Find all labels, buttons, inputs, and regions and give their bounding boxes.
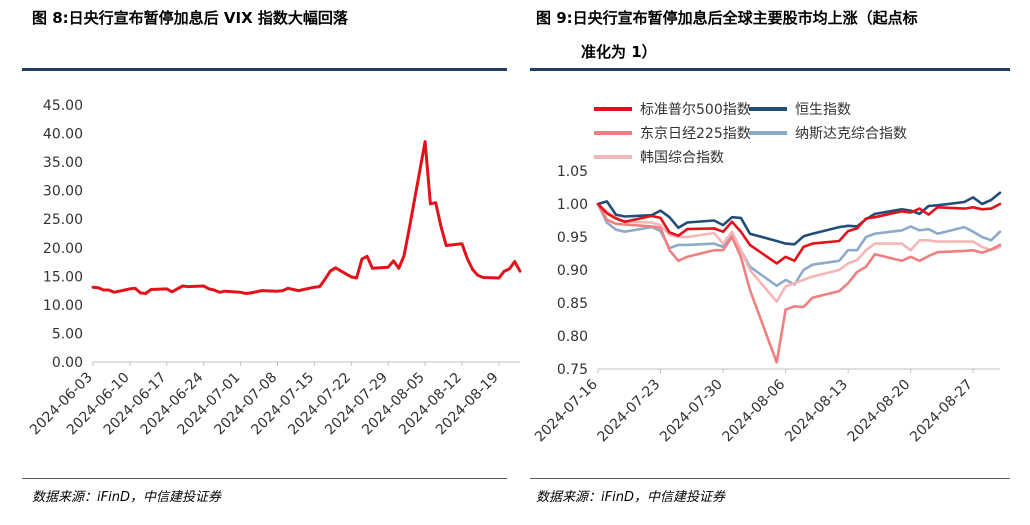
- x-tick-label: 2024-07-30: [657, 377, 726, 446]
- chart1-header-rule: [22, 68, 507, 71]
- chart1-figure-label: 图 8:: [32, 9, 69, 27]
- y-tick-label: 15.00: [43, 269, 83, 285]
- x-tick-label: 2024-08-27: [907, 377, 976, 446]
- y-tick-label: 0.00: [52, 355, 83, 371]
- chart1-footer-rule: [22, 478, 507, 479]
- vix-line-chart: 0.00 5.00 10.00 15.00 20.00 25.00 30.00 35.00 40…: [27, 98, 522, 438]
- chart2-figure-label: 图 9:: [536, 9, 573, 27]
- legend-label-0: 标准普尔500指数: [640, 102, 751, 118]
- chart1-title: 图 8:日央行宣布暂停加息后 VIX 指数大幅回落: [32, 6, 348, 30]
- legend-label-4: 韩国综合指数: [640, 150, 724, 166]
- y-tick-label: 35.00: [43, 155, 83, 171]
- y-tick-label: 45.00: [43, 98, 83, 114]
- series-line-0: [596, 202, 1002, 265]
- y-tick-label: 5.00: [52, 326, 83, 342]
- y-tick-label: 0.85: [557, 296, 588, 312]
- chart2-header-rule: [530, 68, 1010, 71]
- series-line-2: [596, 202, 1002, 364]
- indices-line-chart: 0.750.800.850.900.951.001.052024-07-1620…: [532, 102, 1002, 446]
- x-tick-label: 2024-07-16: [532, 376, 601, 445]
- chart2-title-text: 日央行宣布暂停加息后全球主要股市均上涨（起点标: [572, 9, 918, 27]
- chart2-title-line2: 准化为 1）: [581, 43, 657, 61]
- chart1-source: 数据来源：iFinD，中信建投证券: [32, 490, 221, 505]
- vix-chart-panel: 图 8:日央行宣布暂停加息后 VIX 指数大幅回落 0.00 5.00 10.00 1…: [22, 6, 522, 505]
- series-line-0: [91, 140, 522, 295]
- y-tick-label: 25.00: [43, 212, 83, 228]
- y-tick-label: 0.80: [557, 329, 588, 345]
- x-tick-label: 2024-07-23: [595, 377, 664, 446]
- legend-label-3: 纳斯达克综合指数: [795, 126, 907, 142]
- x-tick-label: 2024-08-20: [845, 377, 914, 446]
- y-tick-label: 1.00: [557, 197, 588, 213]
- y-tick-label: 0.90: [557, 263, 588, 279]
- y-tick-label: 0.75: [557, 362, 588, 378]
- x-tick-label: 2024-08-13: [782, 377, 851, 446]
- y-tick-label: 40.00: [43, 127, 83, 143]
- global-indices-chart-panel: 图 9:日央行宣布暂停加息后全球主要股市均上涨（起点标 准化为 1） 0.75 0…: [520, 0, 1030, 525]
- chart2-footer-rule: [530, 478, 1010, 479]
- series-line-1: [596, 191, 1002, 246]
- y-tick-label: 20.00: [43, 241, 83, 257]
- series-line-4: [596, 202, 1002, 304]
- y-tick-label: 1.05: [557, 164, 588, 180]
- legend-label-2: 东京日经225指数: [640, 126, 751, 142]
- y-tick-label: 0.95: [557, 230, 588, 246]
- legend-label-1: 恒生指数: [795, 102, 851, 118]
- chart2-source: 数据来源：iFinD，中信建投证券: [536, 490, 725, 505]
- chart2-title-line1: 图 9:日央行宣布暂停加息后全球主要股市均上涨（起点标: [536, 6, 918, 30]
- chart1-title-text: 日央行宣布暂停加息后 VIX 指数大幅回落: [68, 9, 348, 27]
- x-tick-label: 2024-08-06: [720, 376, 789, 445]
- y-tick-label: 30.00: [43, 184, 83, 200]
- y-tick-label: 10.00: [43, 298, 83, 314]
